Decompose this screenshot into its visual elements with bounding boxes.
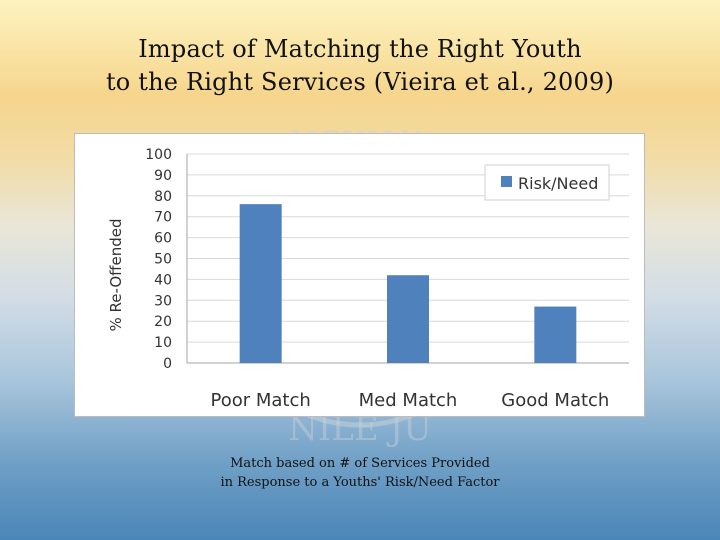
- bar: [387, 275, 429, 363]
- bar-chart: 0 10 20 30 40 50 60 70 80 90 100 Poor Match Med Mat…: [107, 147, 629, 411]
- y-tick-label: 90: [154, 168, 172, 184]
- y-tick-label: 60: [154, 231, 172, 247]
- legend: Risk/Need: [484, 164, 610, 201]
- y-tick-label: 40: [154, 272, 172, 288]
- y-tick-label: 70: [154, 210, 172, 226]
- slide-title: Impact of Matching the Right Youth to th…: [40, 33, 680, 99]
- y-tick-label: 20: [154, 314, 172, 330]
- caption-line-1: Match based on # of Services Provided: [230, 456, 490, 471]
- x-category-label: Poor Match: [211, 390, 311, 411]
- slide-title-line-1: Impact of Matching the Right Youth: [138, 35, 582, 63]
- caption: Match based on # of Services Provided in…: [160, 454, 560, 492]
- y-tick-label: 80: [154, 189, 172, 205]
- caption-line-2: in Response to a Youths' Risk/Need Facto…: [220, 475, 500, 490]
- y-axis-ticks: 0 10 20 30 40 50 60 70 80 90 100: [145, 147, 172, 372]
- y-tick-label: 30: [154, 293, 172, 309]
- bar: [239, 204, 282, 363]
- y-tick-label: 100: [145, 147, 172, 163]
- y-tick-label: 0: [163, 356, 172, 372]
- x-axis-categories: Poor Match Med Match Good Match: [211, 390, 610, 411]
- bar: [534, 306, 577, 363]
- y-tick-label: 10: [154, 335, 172, 351]
- x-category-label: Med Match: [359, 390, 458, 411]
- legend-label-risk-need: Risk/Need: [518, 174, 598, 193]
- y-tick-label: 50: [154, 252, 172, 268]
- x-category-label: Good Match: [501, 390, 609, 411]
- slide-title-line-2: to the Right Services (Vieira et al., 20…: [105, 68, 615, 96]
- bars: [239, 204, 577, 363]
- y-axis-label: % Re-Offended: [107, 219, 125, 332]
- legend-swatch: [501, 176, 512, 187]
